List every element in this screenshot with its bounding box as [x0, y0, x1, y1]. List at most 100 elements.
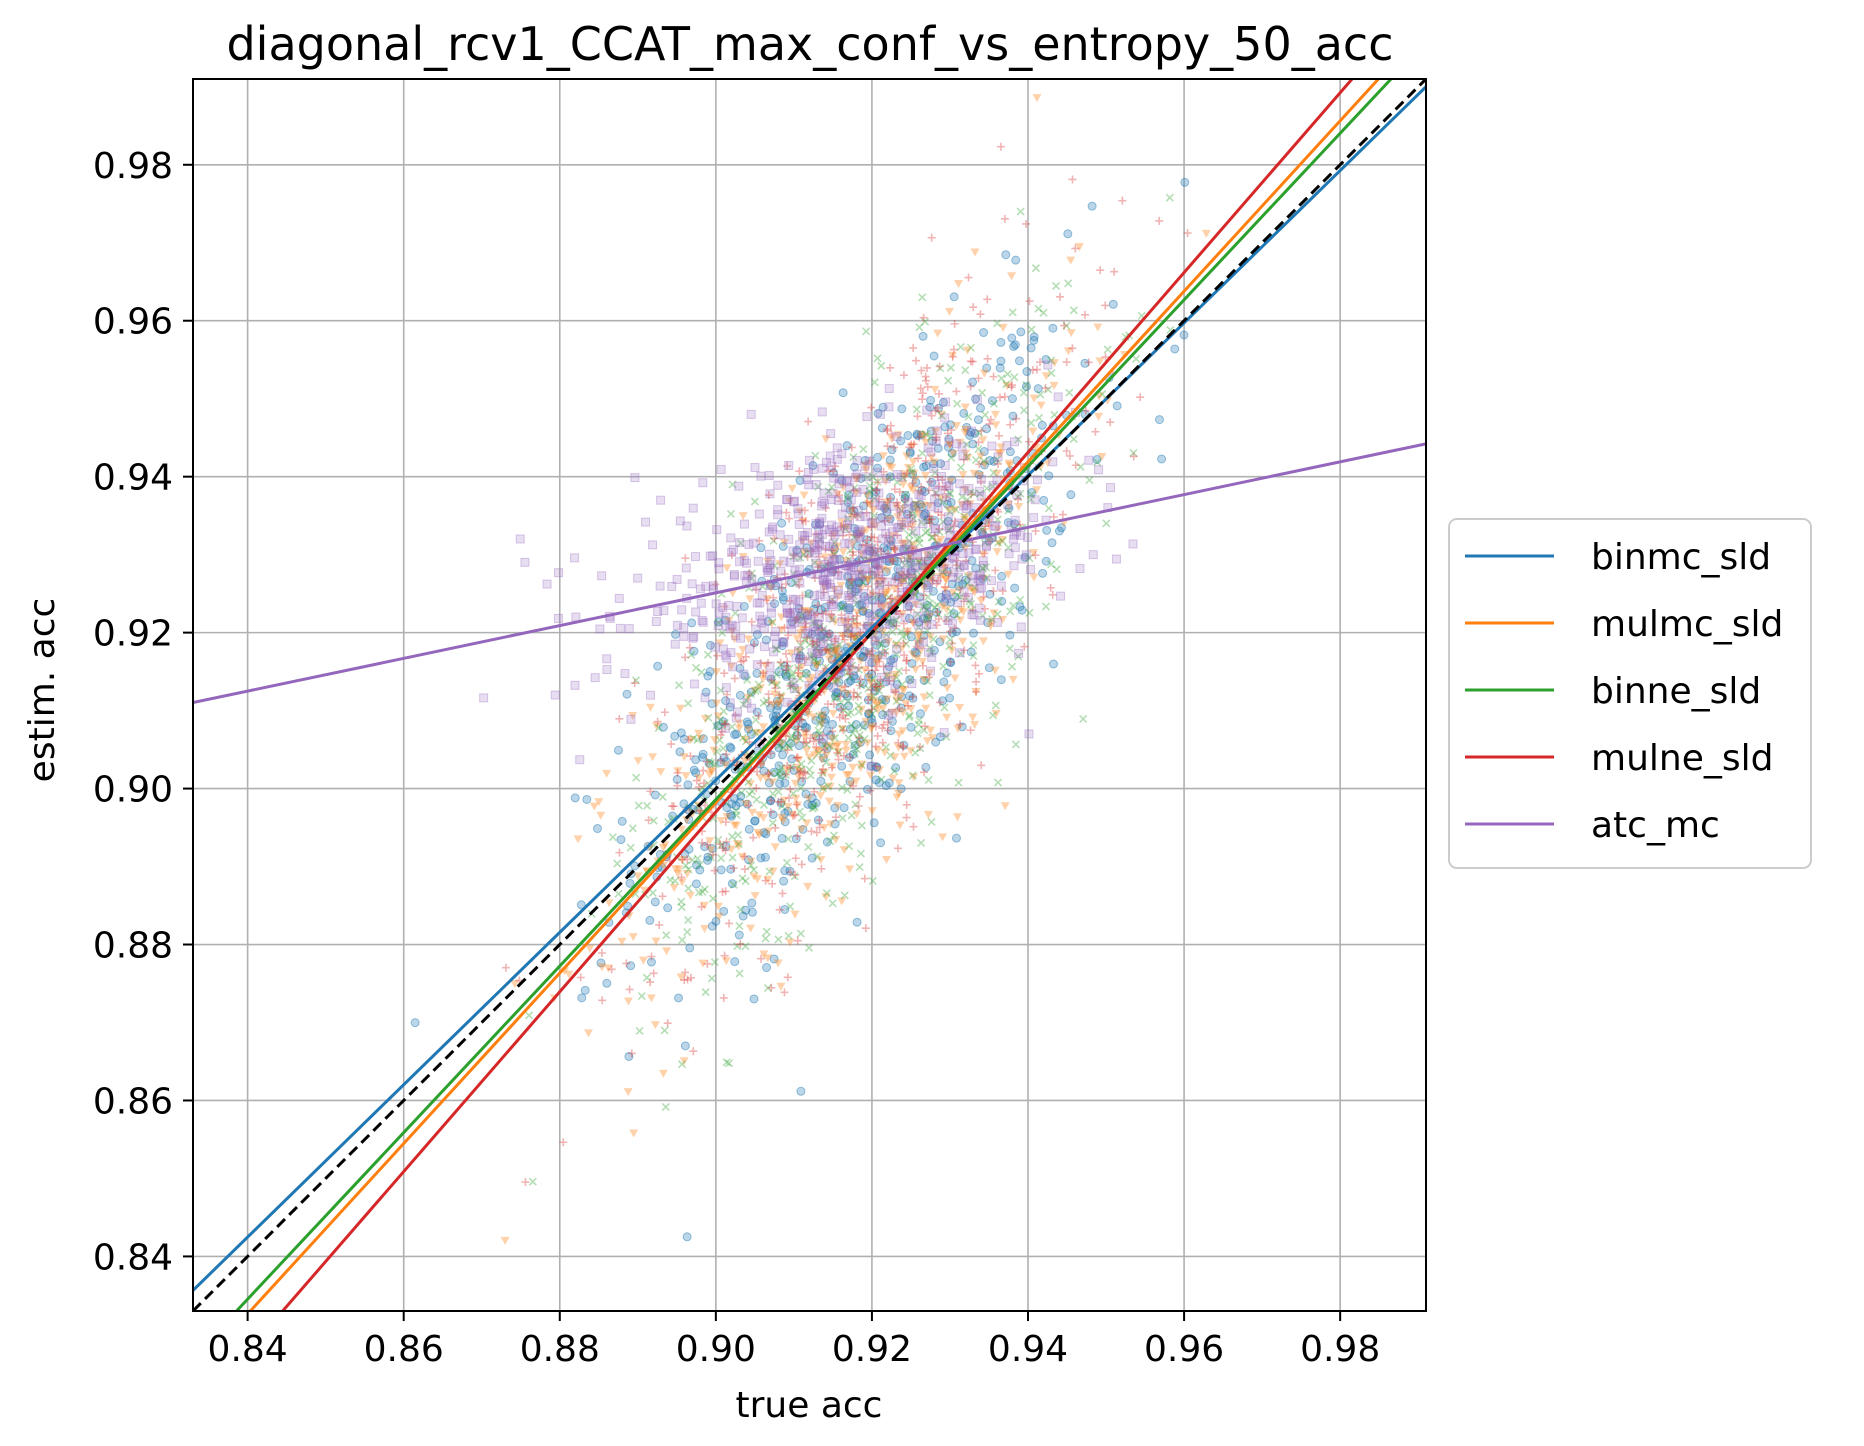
data-point	[883, 587, 893, 596]
data-point	[989, 609, 999, 618]
data-point	[905, 447, 915, 457]
data-point	[845, 515, 855, 525]
data-point	[1015, 602, 1025, 612]
data-point	[747, 569, 756, 578]
data-point	[751, 715, 760, 724]
data-point	[933, 503, 943, 513]
data-point	[816, 605, 826, 615]
data-point	[698, 838, 707, 847]
data-point	[1029, 394, 1039, 403]
data-point	[766, 556, 776, 566]
data-point	[712, 722, 721, 731]
data-point	[886, 594, 895, 603]
data-point	[841, 740, 851, 749]
data-point	[734, 481, 744, 491]
data-point	[885, 514, 895, 524]
data-point	[969, 651, 978, 661]
data-point	[721, 757, 731, 767]
data-point	[951, 439, 961, 449]
data-point	[928, 734, 938, 743]
data-point	[953, 598, 963, 608]
data-point	[795, 476, 805, 486]
data-point	[908, 618, 918, 627]
scatter-points	[410, 94, 1211, 1245]
data-point	[658, 892, 667, 901]
data-point	[875, 513, 885, 523]
data-point	[985, 589, 995, 599]
data-point	[990, 399, 999, 408]
data-point	[1080, 310, 1089, 319]
data-point	[800, 722, 810, 732]
data-point	[839, 751, 848, 760]
data-point	[571, 612, 581, 622]
data-point	[854, 707, 863, 716]
data-point	[869, 588, 878, 597]
data-point	[996, 443, 1006, 452]
data-point	[860, 455, 870, 465]
data-point	[1005, 447, 1015, 457]
data-point	[1101, 353, 1110, 362]
data-point	[689, 734, 698, 743]
data-point	[944, 570, 954, 579]
data-point	[876, 607, 886, 617]
data-point	[945, 642, 954, 651]
data-point	[917, 485, 927, 495]
data-point	[865, 501, 875, 510]
data-point	[823, 700, 832, 709]
data-point	[972, 677, 981, 686]
data-point	[794, 741, 804, 751]
data-point	[844, 752, 854, 762]
data-point	[1027, 490, 1036, 499]
data-point	[1030, 495, 1040, 505]
data-point	[974, 470, 984, 480]
data-point	[784, 631, 793, 640]
data-point	[866, 685, 875, 694]
data-point	[925, 402, 935, 412]
data-point	[894, 790, 904, 799]
data-point	[663, 903, 673, 913]
data-point	[970, 721, 980, 730]
data-point	[602, 654, 612, 664]
data-point	[795, 578, 805, 588]
data-point	[826, 742, 835, 751]
data-point	[676, 973, 686, 982]
data-point	[855, 632, 865, 641]
data-point	[668, 802, 677, 811]
data-point	[875, 500, 885, 510]
data-point	[903, 701, 912, 710]
data-point	[912, 611, 922, 621]
data-point	[879, 662, 888, 671]
data-point	[719, 906, 729, 916]
data-point	[841, 746, 851, 755]
data-point	[909, 590, 919, 599]
data-point	[968, 713, 978, 722]
data-point	[866, 714, 876, 724]
data-point	[823, 630, 832, 639]
data-point	[816, 631, 826, 641]
data-point	[799, 491, 809, 500]
data-point	[906, 632, 916, 642]
data-point	[944, 307, 954, 316]
data-point	[589, 802, 599, 811]
data-point	[786, 649, 796, 658]
data-point	[947, 448, 957, 458]
data-point	[968, 377, 978, 387]
data-point	[979, 447, 989, 457]
data-point	[858, 573, 867, 582]
data-point	[975, 669, 984, 678]
data-point	[1041, 384, 1050, 393]
data-point	[1043, 459, 1053, 468]
data-point	[979, 592, 988, 601]
data-point	[988, 711, 998, 720]
data-point	[800, 606, 810, 615]
data-point	[865, 693, 875, 702]
data-point	[843, 624, 853, 633]
data-point	[801, 623, 810, 632]
data-point	[919, 501, 929, 510]
data-point	[844, 842, 854, 851]
data-point	[966, 382, 975, 391]
data-point	[869, 692, 878, 701]
data-point	[893, 587, 902, 596]
data-point	[794, 519, 804, 529]
data-point	[863, 536, 872, 545]
